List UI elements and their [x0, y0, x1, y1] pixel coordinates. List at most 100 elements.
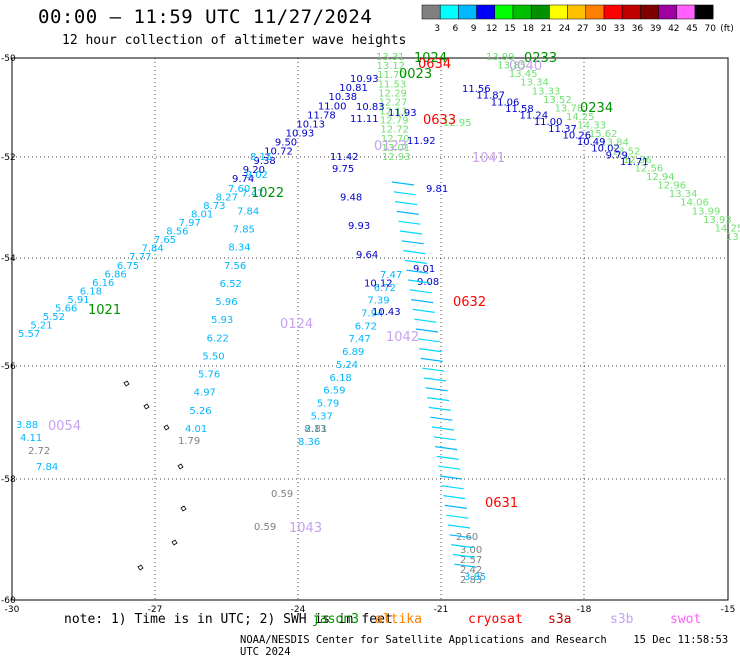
- page-subtitle: 12 hour collection of altimeter wave hei…: [62, 33, 407, 48]
- swh-value: 13.78: [555, 103, 584, 114]
- lon-tick-label: -18: [577, 605, 592, 615]
- island-outline: [123, 380, 130, 387]
- swh-value: 5.24: [336, 360, 358, 371]
- track-segment: [430, 416, 453, 421]
- swh-value: 12.72: [380, 125, 409, 136]
- swh-value: 2.72: [28, 446, 50, 457]
- swh-value: 11.00: [534, 117, 563, 128]
- note-text: note: 1) Time is in UTC; 2) SWH is in fe…: [64, 612, 393, 627]
- sat-swot: swot: [670, 612, 702, 627]
- swh-value: 12.27: [379, 97, 408, 108]
- swh-value: 12.56: [635, 163, 664, 174]
- swh-value: 4.97: [194, 388, 216, 399]
- island-outlines: [123, 380, 187, 571]
- swh-value: 9.81: [426, 184, 448, 195]
- lat-tick-label: -50: [1, 54, 16, 64]
- swh-value: 10.43: [372, 307, 401, 318]
- swh-value: 7.84: [36, 462, 58, 473]
- swh-value: 5.66: [55, 303, 77, 314]
- legend-label: 39: [650, 24, 662, 34]
- pass-label: 1041: [472, 151, 505, 166]
- swh-value: 13.34: [520, 78, 549, 89]
- swh-value: 11.56: [462, 84, 491, 95]
- pass-label: 1043: [289, 521, 322, 536]
- track-segment: [447, 524, 471, 529]
- swh-value: 8.01: [191, 210, 213, 221]
- swh-value: 11.70: [377, 70, 406, 81]
- swh-value: 8.15: [250, 152, 272, 163]
- lon-tick-label: -15: [721, 605, 736, 615]
- swh-value: 11.93: [388, 108, 417, 119]
- swh-value: 10.12: [364, 278, 393, 289]
- swh-value: 6.18: [80, 286, 102, 297]
- pass-label: 0054: [48, 419, 81, 434]
- track-segment: [391, 181, 415, 186]
- swh-value: 7.85: [233, 225, 255, 236]
- track-segment: [425, 387, 448, 392]
- swh-value: 11.11: [350, 114, 379, 125]
- page-title: 00:00 – 11:59 UTC 11/27/2024: [38, 6, 373, 28]
- island-outline: [137, 564, 144, 571]
- swh-value: 5.21: [30, 320, 52, 331]
- swh-value: 2.81: [305, 424, 327, 435]
- swh-value: 7.56: [224, 261, 246, 272]
- pass-label: 0631: [485, 496, 518, 511]
- swh-value: 14.25: [715, 223, 740, 234]
- track-segment: [406, 269, 429, 274]
- sat-cryosat: cryosat: [468, 612, 523, 627]
- track-segment: [420, 357, 443, 362]
- swh-value: 8.56: [166, 227, 188, 238]
- swh-value: 9.02: [246, 170, 268, 181]
- legend-label: 70: [704, 24, 716, 34]
- track-segment: [438, 465, 461, 470]
- swh-value: 7.77: [129, 252, 151, 263]
- sat-s3a: s3a: [548, 612, 572, 627]
- swh-value: 10.72: [264, 147, 293, 158]
- swh-value: 6.72: [355, 321, 377, 332]
- swh-value: 5.37: [311, 411, 333, 422]
- swh-value: 5.91: [67, 295, 89, 306]
- track-segment: [393, 191, 416, 196]
- swh-value: 13.33: [532, 86, 561, 97]
- track-segment: [401, 240, 424, 245]
- track-segment: [452, 553, 475, 558]
- pass-label: 0124: [280, 317, 313, 332]
- swh-value: 7.94: [361, 309, 383, 320]
- track-segment: [411, 299, 434, 304]
- pass-label: 1042: [386, 330, 419, 345]
- pass-label: 0123: [374, 139, 407, 154]
- sat-altika: altika: [375, 612, 422, 627]
- lat-tick-label: -58: [1, 475, 16, 485]
- legend-label: 42: [668, 24, 679, 34]
- track-segment: [433, 436, 456, 441]
- track-segment: [427, 397, 450, 402]
- swh-value: 12.29: [378, 88, 407, 99]
- track-segment: [422, 367, 445, 372]
- swh-value: 11.06: [491, 97, 520, 108]
- lat-tick-label: -52: [1, 153, 16, 163]
- island-outline: [163, 424, 170, 431]
- swh-value: 9.20: [243, 165, 265, 176]
- swh-value: 10.81: [339, 83, 368, 94]
- track-segment: [446, 514, 469, 519]
- swh-value: 13.85: [497, 61, 526, 72]
- swh-value: 9.74: [232, 174, 254, 185]
- lon-tick-label: -21: [434, 605, 449, 615]
- swh-value: 2.57: [460, 555, 482, 566]
- swh-value: 7.47: [348, 334, 370, 345]
- track-segment: [396, 210, 419, 215]
- track-segment: [419, 348, 442, 353]
- pass-label: 1024: [414, 51, 447, 66]
- track-segment: [428, 406, 451, 411]
- swh-value: 1.79: [178, 436, 200, 447]
- swh-value: 4.01: [185, 424, 207, 435]
- track-segment: [399, 230, 423, 235]
- legend-label: 45: [686, 24, 697, 34]
- swh-value: 6.86: [104, 269, 126, 280]
- track-segment: [395, 201, 418, 206]
- swh-value: 7.60: [228, 184, 250, 195]
- swh-value: 6.75: [117, 261, 139, 272]
- swh-value: 7.84: [237, 206, 259, 217]
- swh-value: 12.95: [443, 118, 472, 129]
